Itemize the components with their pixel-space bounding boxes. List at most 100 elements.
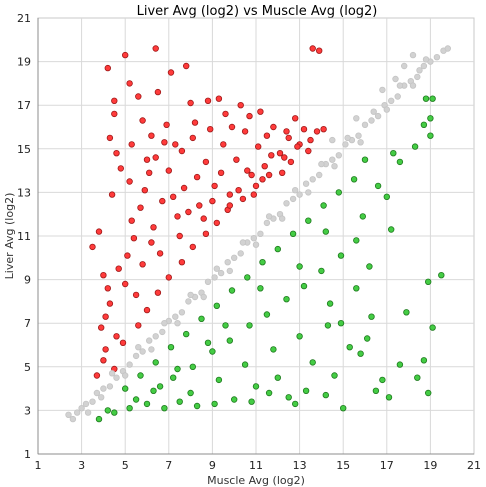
data-point <box>329 136 336 144</box>
data-point <box>279 215 286 222</box>
y-tick-label: 21 <box>17 12 31 25</box>
x-tick-label: 11 <box>249 459 263 472</box>
data-point <box>82 400 90 408</box>
data-point <box>139 348 146 355</box>
data-point <box>350 176 358 183</box>
data-point <box>368 313 375 320</box>
data-point <box>425 278 432 285</box>
data-point <box>102 346 109 353</box>
data-point <box>141 186 148 194</box>
data-point <box>300 282 308 290</box>
y-tick-label: 5 <box>24 361 31 374</box>
data-point <box>152 45 159 52</box>
data-point <box>357 139 364 146</box>
data-point <box>309 45 316 52</box>
data-point <box>182 330 190 338</box>
data-point <box>211 182 218 190</box>
data-point <box>318 267 325 275</box>
data-point <box>420 121 428 128</box>
chart-title: Liver Avg (log2) vs Muscle Avg (log2) <box>137 4 378 19</box>
data-point <box>252 383 260 390</box>
data-point <box>119 339 127 346</box>
data-point <box>289 230 297 237</box>
data-point <box>174 213 181 220</box>
data-point <box>106 134 114 142</box>
data-point <box>422 95 430 102</box>
data-point <box>263 132 271 139</box>
data-point <box>309 359 316 366</box>
data-point <box>364 335 371 342</box>
data-point <box>252 241 260 248</box>
data-point <box>230 254 238 261</box>
data-point <box>337 320 345 327</box>
data-point <box>396 361 404 368</box>
data-point <box>228 287 236 294</box>
data-point <box>161 405 168 412</box>
data-point <box>159 328 166 336</box>
data-point <box>115 265 122 272</box>
data-point <box>270 346 277 353</box>
data-point <box>222 322 229 329</box>
data-point <box>320 202 327 209</box>
data-point <box>429 95 436 102</box>
series-2 <box>65 45 451 423</box>
data-point <box>409 82 417 89</box>
data-point <box>300 125 308 133</box>
data-point <box>379 376 386 384</box>
data-point <box>206 125 214 133</box>
data-point <box>97 394 105 401</box>
data-point <box>143 306 151 314</box>
data-point <box>379 86 386 94</box>
data-point <box>174 320 181 327</box>
y-tick-label: 17 <box>17 99 31 112</box>
data-point <box>222 110 229 118</box>
data-point <box>305 217 312 224</box>
data-point <box>211 400 218 408</box>
data-point <box>305 147 312 155</box>
data-point <box>150 224 157 231</box>
data-point <box>316 171 323 179</box>
data-point <box>89 398 96 405</box>
data-point <box>302 387 310 394</box>
data-point <box>113 149 120 157</box>
data-point <box>237 101 244 109</box>
data-point <box>285 134 292 142</box>
data-point <box>200 215 207 222</box>
data-point <box>169 374 177 381</box>
data-point <box>132 352 140 360</box>
data-point <box>324 322 332 329</box>
data-point <box>128 141 135 148</box>
data-point <box>233 156 240 163</box>
data-point <box>427 132 434 139</box>
data-point <box>294 143 301 150</box>
data-point <box>95 228 103 235</box>
data-point <box>73 409 81 416</box>
data-point <box>320 125 327 133</box>
data-point <box>235 186 242 194</box>
data-point <box>307 136 314 144</box>
data-point <box>126 361 133 368</box>
data-point <box>213 302 220 309</box>
data-point <box>287 158 295 166</box>
data-point <box>217 169 225 176</box>
data-point <box>255 143 262 150</box>
data-point <box>204 278 212 285</box>
data-point <box>167 69 175 76</box>
data-point <box>148 132 155 139</box>
data-point <box>342 141 349 148</box>
data-point <box>78 405 85 412</box>
x-tick-label: 9 <box>209 459 216 472</box>
data-point <box>316 47 323 54</box>
data-point <box>137 372 144 379</box>
data-point <box>187 291 194 299</box>
y-tick-label: 7 <box>24 317 31 330</box>
data-point <box>276 149 284 157</box>
data-point <box>331 162 338 170</box>
x-tick-label: 15 <box>336 459 350 472</box>
data-point <box>172 141 179 148</box>
data-point <box>102 313 109 320</box>
data-point <box>292 400 299 408</box>
data-point <box>161 139 168 146</box>
data-point <box>121 51 129 59</box>
